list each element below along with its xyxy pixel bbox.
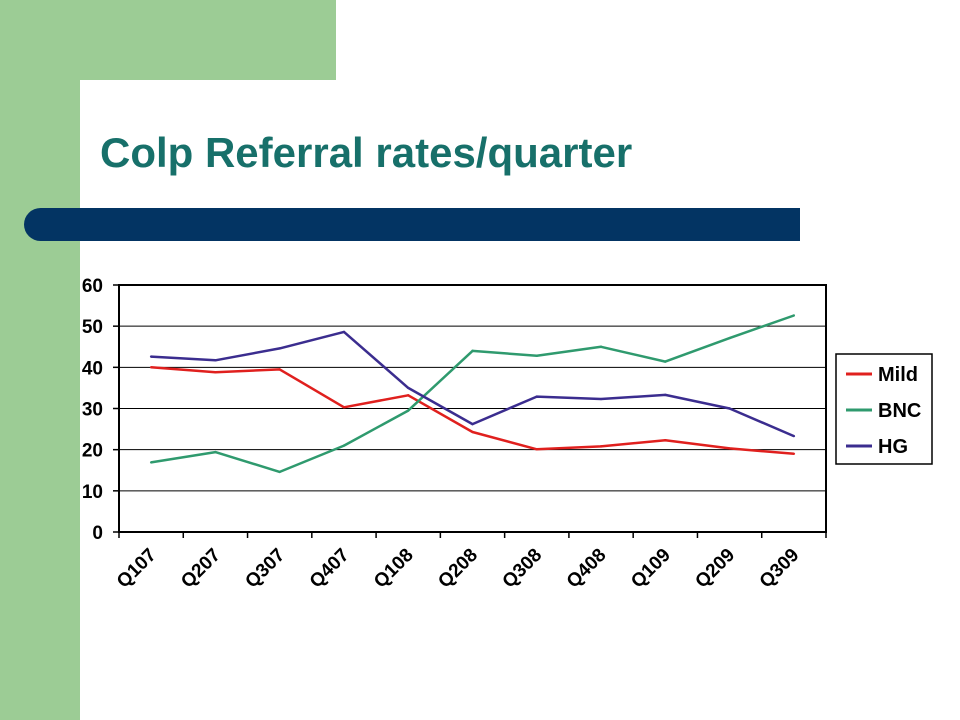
series-line-mild — [151, 366, 795, 456]
x-category-label: Q109 — [627, 545, 675, 593]
gridlines — [119, 325, 826, 492]
y-tick-label: 50 — [82, 317, 103, 338]
data-point-mild — [535, 448, 538, 451]
legend: Mild BNC HG — [835, 353, 933, 465]
x-category-label: Q407 — [306, 545, 354, 593]
data-point-bnc — [214, 450, 217, 454]
data-point-hg — [792, 434, 796, 438]
data-point-hg — [471, 422, 474, 426]
data-point-mild — [792, 452, 796, 455]
x-category-label: Q209 — [691, 545, 739, 593]
data-point-mild — [278, 368, 281, 371]
legend-label-bnc: BNC — [878, 400, 921, 422]
data-point-mild — [214, 371, 217, 374]
x-category-label: Q107 — [113, 545, 161, 593]
data-point-hg — [149, 355, 153, 358]
x-category-label: Q408 — [563, 545, 611, 593]
x-category-label: Q308 — [499, 545, 547, 593]
decorative-green-sidebar — [0, 0, 80, 720]
data-point-mild — [471, 430, 474, 434]
decorative-green-top-band — [0, 0, 336, 80]
y-axis-ticks: 0 10 20 30 40 50 60 — [82, 276, 119, 544]
series-line-bnc — [150, 314, 795, 474]
data-point-mild — [342, 406, 346, 409]
x-category-label: Q108 — [370, 545, 418, 593]
data-point-bnc — [792, 314, 796, 317]
legend-label-mild: Mild — [878, 364, 918, 386]
data-point-bnc — [728, 336, 731, 340]
x-category-label: Q309 — [756, 545, 804, 593]
title-underline-bar — [24, 208, 800, 241]
series-line-hg — [151, 330, 795, 438]
data-point-mild — [728, 447, 731, 450]
data-point-hg — [664, 393, 667, 397]
x-category-label: Q208 — [434, 545, 482, 593]
data-point-bnc — [278, 470, 281, 474]
data-point-hg — [278, 347, 281, 350]
slide-title: Colp Referral rates/quarter — [100, 129, 633, 176]
data-point-hg — [214, 359, 217, 362]
y-tick-label: 40 — [82, 358, 103, 379]
data-point-bnc — [664, 360, 667, 363]
data-point-hg — [599, 397, 603, 401]
data-point-bnc — [342, 444, 346, 447]
data-point-bnc — [599, 345, 603, 348]
x-category-label: Q207 — [177, 545, 225, 593]
y-tick-label: 10 — [82, 482, 103, 503]
data-point-bnc — [535, 354, 538, 358]
y-tick-label: 20 — [82, 441, 103, 462]
x-axis-ticks: Q107 Q207 Q307 Q407 Q108 Q208 Q308 Q408 Q109 Q209… — [113, 532, 827, 593]
data-point-hg — [535, 395, 538, 398]
x-category-label: Q307 — [241, 545, 289, 593]
data-point-bnc — [407, 409, 410, 412]
data-point-mild — [599, 445, 603, 448]
data-point-hg — [342, 330, 346, 334]
legend-label-hg: HG — [878, 436, 908, 458]
data-point-bnc — [149, 461, 153, 464]
data-point-mild — [407, 394, 410, 397]
y-tick-label: 60 — [82, 276, 103, 297]
data-point-hg — [728, 407, 731, 410]
y-tick-label: 30 — [82, 400, 103, 421]
data-point-bnc — [471, 349, 474, 353]
data-point-mild — [149, 366, 153, 369]
data-point-hg — [407, 386, 410, 390]
data-point-mild — [664, 438, 667, 442]
series-lines — [149, 314, 796, 474]
y-tick-label: 0 — [92, 523, 103, 544]
